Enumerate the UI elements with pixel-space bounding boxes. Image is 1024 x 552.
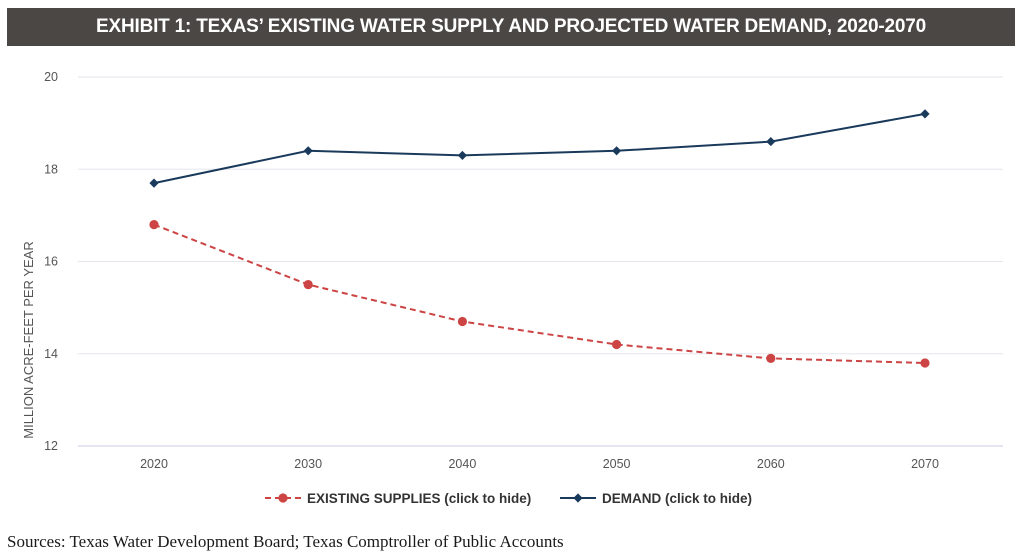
chart-title: EXHIBIT 1: TEXAS’ EXISTING WATER SUPPLY … [7, 8, 1015, 46]
data-point[interactable] [457, 150, 467, 161]
data-point[interactable] [612, 339, 622, 350]
data-point[interactable] [457, 316, 467, 327]
data-point[interactable] [303, 146, 313, 156]
x-tick-label: 2030 [294, 457, 322, 471]
y-tick-label: 12 [44, 439, 58, 453]
y-tick-label: 18 [44, 162, 58, 176]
data-point[interactable] [149, 220, 159, 230]
legend-item[interactable]: EXISTING SUPPLIES (click to hide) [265, 491, 531, 506]
y-axis-title: MILLION ACRE-FEET PER YEAR [21, 241, 36, 438]
x-tick-label: 2020 [140, 457, 168, 471]
x-tick-label: 2050 [603, 457, 631, 471]
legend-label: DEMAND (click to hide) [602, 491, 752, 506]
legend-item[interactable]: DEMAND (click to hide) [560, 491, 752, 506]
y-tick-label: 16 [44, 255, 58, 269]
legend-label: EXISTING SUPPLIES (click to hide) [307, 491, 531, 506]
y-tick-label: 20 [44, 70, 58, 84]
data-point[interactable] [920, 109, 930, 119]
x-tick-label: 2070 [911, 457, 939, 471]
data-point[interactable] [149, 178, 159, 188]
source-note: Sources: Texas Water Development Board; … [7, 532, 564, 551]
data-point[interactable] [766, 136, 776, 147]
legend-marker [573, 493, 583, 503]
data-point[interactable] [303, 279, 313, 290]
x-tick-label: 2040 [448, 457, 476, 471]
legend-marker [278, 493, 288, 503]
data-point[interactable] [920, 358, 930, 368]
y-tick-label: 14 [44, 347, 58, 361]
x-tick-label: 2060 [757, 457, 785, 471]
series-line [153, 223, 926, 364]
data-point[interactable] [766, 353, 776, 363]
series-line [153, 112, 926, 185]
data-point[interactable] [612, 146, 622, 156]
chart-title-text: EXHIBIT 1: TEXAS’ EXISTING WATER SUPPLY … [96, 16, 926, 37]
